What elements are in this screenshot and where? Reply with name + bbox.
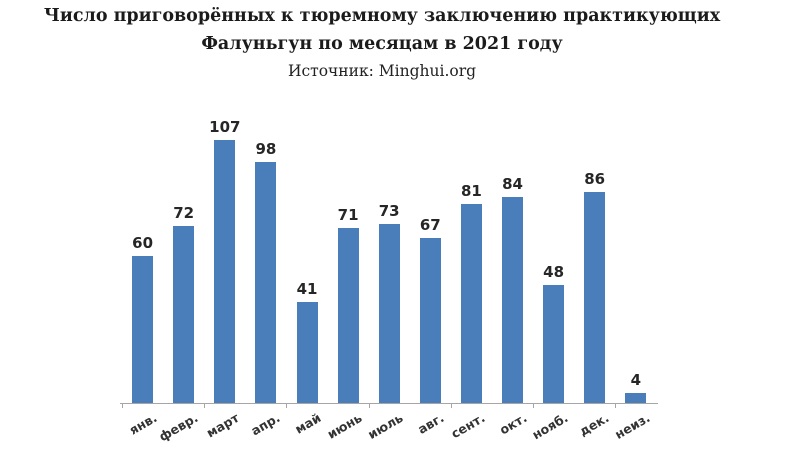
bar-окт [502,197,523,403]
x-axis-label: дек. [576,410,612,439]
bar-сент [460,204,482,403]
chart-title-line1: Число приговорённых к тюремному заключен… [43,6,721,26]
x-axis-label: апр. [248,410,283,439]
x-axis-label: авг. [415,410,447,437]
x-axis-label: янв. [126,410,160,438]
bar-value-label: 67 [419,216,441,234]
bar-дек [584,192,606,403]
bar-value-label: 81 [460,182,482,200]
x-axis-label: июнь [324,410,365,442]
bar-май [296,302,318,403]
bar-value-label: 41 [296,280,318,298]
chart-header: Число приговорённых к тюремному заключен… [0,0,764,84]
bar-value-label: 107 [209,118,241,136]
x-axis-label: неиз. [611,410,653,442]
bar-value-label: 73 [378,202,400,220]
bar-value-label: 48 [543,263,565,281]
chart-source: Источник: Minghui.org [287,62,477,80]
x-axis-label: нояб. [528,410,570,443]
x-axis-tick [286,403,288,408]
x-axis-label: март [203,410,242,441]
bar-value-label: 4 [630,371,642,389]
x-axis-tick [368,403,370,408]
x-axis-tick [204,403,206,408]
bar-value-label: 86 [584,170,606,188]
x-axis-label: сент. [448,410,488,442]
bar-апр [255,162,277,403]
bar-value-label: 72 [173,204,195,222]
x-axis-label: июль [365,410,406,442]
chart-title-line2: Фалуньгун по месяцам в 2021 году [201,34,563,54]
bar-янв [132,256,154,403]
bar-июнь [337,228,359,403]
x-axis-label: май [292,410,324,437]
bar-value-label: 98 [255,140,277,158]
x-axis-tick [122,403,123,408]
x-axis-label: февр. [155,410,201,445]
bar-февр [173,226,195,403]
bar-июль [378,224,400,403]
bar-value-label: 84 [502,175,523,193]
x-axis-tick [615,403,617,408]
bar-value-label: 71 [337,206,359,224]
x-axis-tick [450,403,452,408]
bar-value-label: 60 [132,234,154,252]
bar-авг [419,238,441,403]
bar-неиз [625,393,647,403]
x-axis-line [120,403,658,404]
bar-март [214,140,236,403]
bar-нояб [543,285,565,403]
x-axis-label: окт. [496,410,529,438]
x-axis-tick [533,403,534,408]
plot-area: 60 72 107 98 41 71 73 67 81 84 48 86 4 [122,118,657,403]
